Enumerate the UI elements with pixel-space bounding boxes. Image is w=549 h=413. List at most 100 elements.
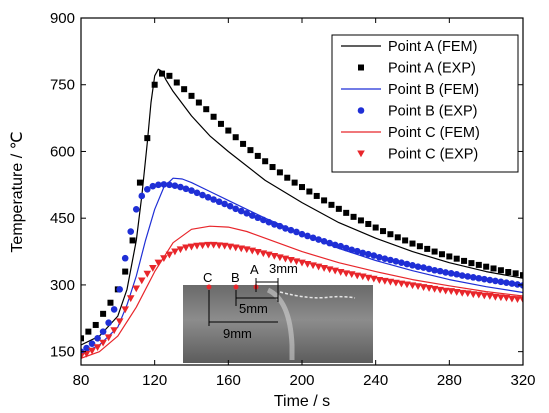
data-point (116, 286, 123, 293)
data-point (298, 230, 306, 238)
x-tick-label: 160 (216, 372, 241, 389)
data-point (198, 242, 207, 250)
data-point (403, 281, 411, 289)
data-point (350, 213, 357, 220)
data-point (82, 350, 91, 358)
data-point (225, 127, 232, 134)
data-point (436, 267, 444, 275)
y-tick-label: 750 (50, 77, 75, 94)
data-point (409, 262, 416, 269)
data-point (492, 277, 499, 285)
series-6 (81, 241, 523, 360)
data-point (442, 269, 449, 276)
data-point (129, 237, 136, 244)
data-point (520, 272, 523, 279)
x-tick-label: 280 (437, 372, 462, 389)
data-point (292, 258, 301, 266)
legend: Point A (FEM) Point A (EXP) Point B (FEM) P… (331, 34, 519, 173)
data-point (248, 247, 257, 255)
data-point (480, 292, 489, 300)
legend-entry-label: Point A (EXP) (388, 61, 476, 77)
data-point (416, 243, 423, 250)
data-point (181, 86, 188, 93)
data-point (446, 253, 453, 260)
data-point (372, 224, 379, 231)
data-point (326, 239, 333, 247)
data-point (195, 99, 202, 106)
legend-entry-label: Point B (EXP) (388, 104, 477, 120)
data-point (425, 285, 433, 292)
data-point (381, 277, 389, 285)
series-1 (81, 68, 523, 346)
data-point (215, 198, 223, 206)
data-point (441, 287, 450, 295)
data-point (328, 201, 335, 208)
data-point (88, 340, 96, 347)
data-point (281, 255, 290, 263)
data-point (154, 259, 163, 267)
data-point (513, 296, 522, 303)
inset-label-c: C (203, 270, 212, 285)
data-point (490, 265, 497, 272)
data-point (287, 226, 295, 234)
data-point (99, 339, 107, 347)
data-point (166, 181, 173, 189)
data-point (306, 188, 313, 195)
legend-marker-swatch (357, 150, 365, 158)
legend-entry-label: Point A (FEM) (388, 39, 477, 55)
data-point (357, 217, 364, 224)
data-point (85, 328, 92, 335)
data-point (83, 344, 90, 352)
data-point (171, 248, 179, 256)
legend-box (331, 34, 519, 173)
data-point (199, 191, 206, 199)
data-point (121, 306, 129, 314)
data-point (204, 193, 212, 201)
data-point (269, 164, 276, 171)
data-point (414, 263, 422, 270)
data-point (188, 187, 195, 194)
data-point (203, 106, 210, 113)
data-point (414, 283, 422, 291)
data-point (375, 277, 384, 284)
data-point (430, 285, 439, 293)
series-3 (81, 177, 523, 355)
data-point (431, 248, 438, 255)
data-point (93, 344, 102, 352)
data-point (171, 182, 179, 190)
data-point (247, 147, 254, 154)
data-point (115, 318, 124, 326)
data-point (193, 242, 201, 250)
data-point (348, 246, 356, 254)
data-point (165, 251, 174, 259)
data-point (469, 291, 478, 299)
inset-label-b: B (231, 270, 240, 285)
data-point (447, 288, 455, 295)
data-point (347, 271, 356, 279)
data-point (469, 274, 477, 281)
data-point (394, 234, 401, 241)
data-point (204, 241, 212, 249)
data-point (254, 152, 261, 159)
data-point (325, 266, 334, 274)
data-point (331, 267, 339, 275)
data-point (508, 280, 516, 287)
data-point (188, 92, 195, 99)
legend-marker-swatch (358, 64, 364, 71)
data-point (121, 254, 129, 262)
legend-entry-label: Point C (FEM) (388, 125, 480, 141)
data-point (136, 179, 143, 186)
data-point (402, 237, 409, 244)
data-point (260, 216, 267, 224)
data-point (210, 196, 217, 203)
data-point (248, 212, 256, 219)
inset-label-a: A (250, 262, 259, 277)
inset-label-9mm: 9mm (223, 326, 252, 341)
data-point (144, 185, 151, 193)
data-point (381, 255, 389, 262)
data-point (431, 266, 438, 274)
data-point (276, 169, 283, 176)
data-point (159, 70, 166, 77)
inset-label-5mm: 5mm (239, 301, 268, 316)
data-point (497, 294, 505, 302)
